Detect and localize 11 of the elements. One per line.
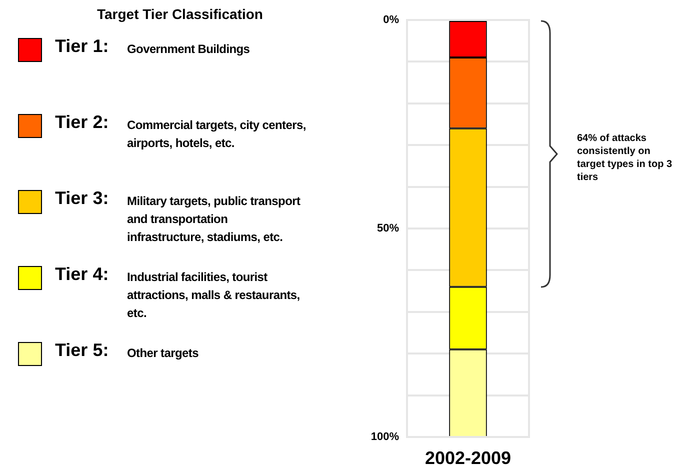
text: 64% of attacks consistently on target types in top 3 tiers: [577, 132, 674, 184]
legend-label: Tier 2: Commercial targets, city centers, airports, hotels, etc.: [55, 112, 307, 152]
legend-label: Tier 4: Industrial facilities, tourist attractions, malls & restaurants, etc.: [55, 264, 301, 322]
legend-label: Tier 5: Other targets: [55, 340, 200, 362]
x-tick-label: 2002-2009: [424, 448, 512, 466]
legend-label: Tier 1: Government Buildings: [55, 36, 251, 58]
y-tick-label: 100%: [370, 431, 400, 444]
legend-label: Tier 3: Military targets, public transport and transportation infrastructure, stadiums, etc.: [55, 188, 302, 246]
legend-title: Target Tier Classification: [96, 6, 264, 22]
y-tick-label: 0%: [383, 14, 400, 26]
y-tick-label: 50%: [376, 222, 400, 235]
